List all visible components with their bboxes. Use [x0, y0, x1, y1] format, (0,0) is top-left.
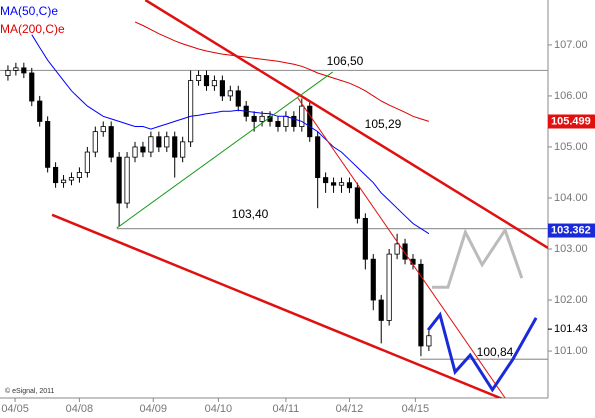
candle-body [307, 105, 313, 138]
x-tick-label: 04/10 [205, 403, 233, 415]
candle-body [68, 177, 75, 181]
projection-line [432, 226, 524, 289]
legend-entry: MA(200,C)e [0, 22, 65, 36]
candle-body [53, 166, 59, 184]
y-tick-label: 102.00 [554, 294, 588, 306]
candle-body [21, 67, 27, 74]
candle-body [5, 70, 11, 76]
moving-average-line [134, 21, 430, 122]
level-label: 103,40 [232, 207, 269, 221]
x-tick-label: 04/08 [66, 403, 94, 415]
candle-body [378, 299, 384, 321]
candle-body [211, 80, 218, 87]
y-tick-label: 101.00 [554, 345, 588, 357]
y-tick-label: 103.00 [554, 243, 588, 255]
candle-body [283, 115, 289, 127]
candle-body [37, 100, 43, 122]
candle-body [299, 105, 305, 127]
candle-body [148, 136, 154, 153]
candle-body [315, 136, 321, 178]
price-marker-label: 103.362 [551, 224, 591, 236]
candle-body [195, 75, 202, 82]
candle-body [92, 131, 98, 153]
candle-body [203, 75, 210, 87]
candle-body [164, 136, 170, 148]
candle-body [346, 182, 353, 189]
trend-line [51, 213, 504, 398]
candle-body [338, 182, 345, 186]
candle-body [370, 258, 376, 301]
candle-body [330, 182, 337, 186]
candle-body [323, 177, 329, 184]
candle-body [116, 156, 122, 204]
price-marker [548, 223, 595, 238]
y-tick-label: 107.00 [554, 39, 588, 51]
candle-body [13, 67, 19, 71]
y-tick-label: 105.00 [554, 141, 588, 153]
trend-label: 105,29 [365, 117, 402, 131]
candle-body [227, 90, 233, 97]
moving-average-line [31, 34, 430, 235]
candle-body [29, 72, 35, 102]
candle-body [76, 172, 83, 178]
price-marker [548, 114, 595, 129]
candle-body [140, 146, 146, 153]
candle-body [188, 80, 194, 143]
copyright: © eSignal, 2011 [5, 387, 55, 395]
candle-body [354, 187, 360, 219]
legend-entry: MA(50,C)e [0, 4, 58, 18]
x-tick-label: 04/15 [402, 403, 430, 415]
plot-area [0, 0, 548, 398]
candle-body [426, 335, 432, 347]
candle-body [45, 121, 51, 168]
candle-body [180, 141, 186, 158]
trend-line [297, 97, 506, 398]
price-marker-label: 105.499 [551, 115, 591, 127]
x-tick-label: 04/09 [140, 403, 168, 415]
candle-body [251, 115, 257, 122]
candle-body [275, 121, 281, 127]
candle-body [219, 80, 225, 97]
candle-body [386, 253, 392, 321]
level-label: 100,84 [477, 345, 514, 359]
candle-body [156, 136, 162, 148]
candle-body [84, 151, 90, 173]
candle-body [100, 126, 106, 133]
candle-body [132, 146, 138, 158]
x-tick-label: 04/05 [1, 403, 29, 415]
level-label: 106,50 [327, 54, 364, 68]
candle-body [108, 126, 114, 158]
candle-body [172, 136, 178, 158]
last-price-label: 101.43 [554, 323, 588, 335]
y-tick-label: 104.00 [554, 192, 588, 204]
candle-body [259, 115, 265, 122]
candle-body [418, 263, 424, 347]
candle-body [291, 115, 297, 127]
candle-body [124, 156, 130, 204]
candle-body [394, 243, 400, 255]
candle-body [402, 243, 408, 260]
trend-line [144, 0, 548, 250]
x-tick-label: 04/11 [273, 403, 300, 415]
x-tick-label: 04/12 [336, 403, 364, 415]
y-tick-label: 106.00 [554, 90, 588, 102]
candle-body [235, 90, 241, 107]
candle-body [60, 179, 67, 184]
candle-body [362, 217, 368, 260]
projection-line [426, 311, 538, 393]
trend-line [116, 71, 334, 229]
